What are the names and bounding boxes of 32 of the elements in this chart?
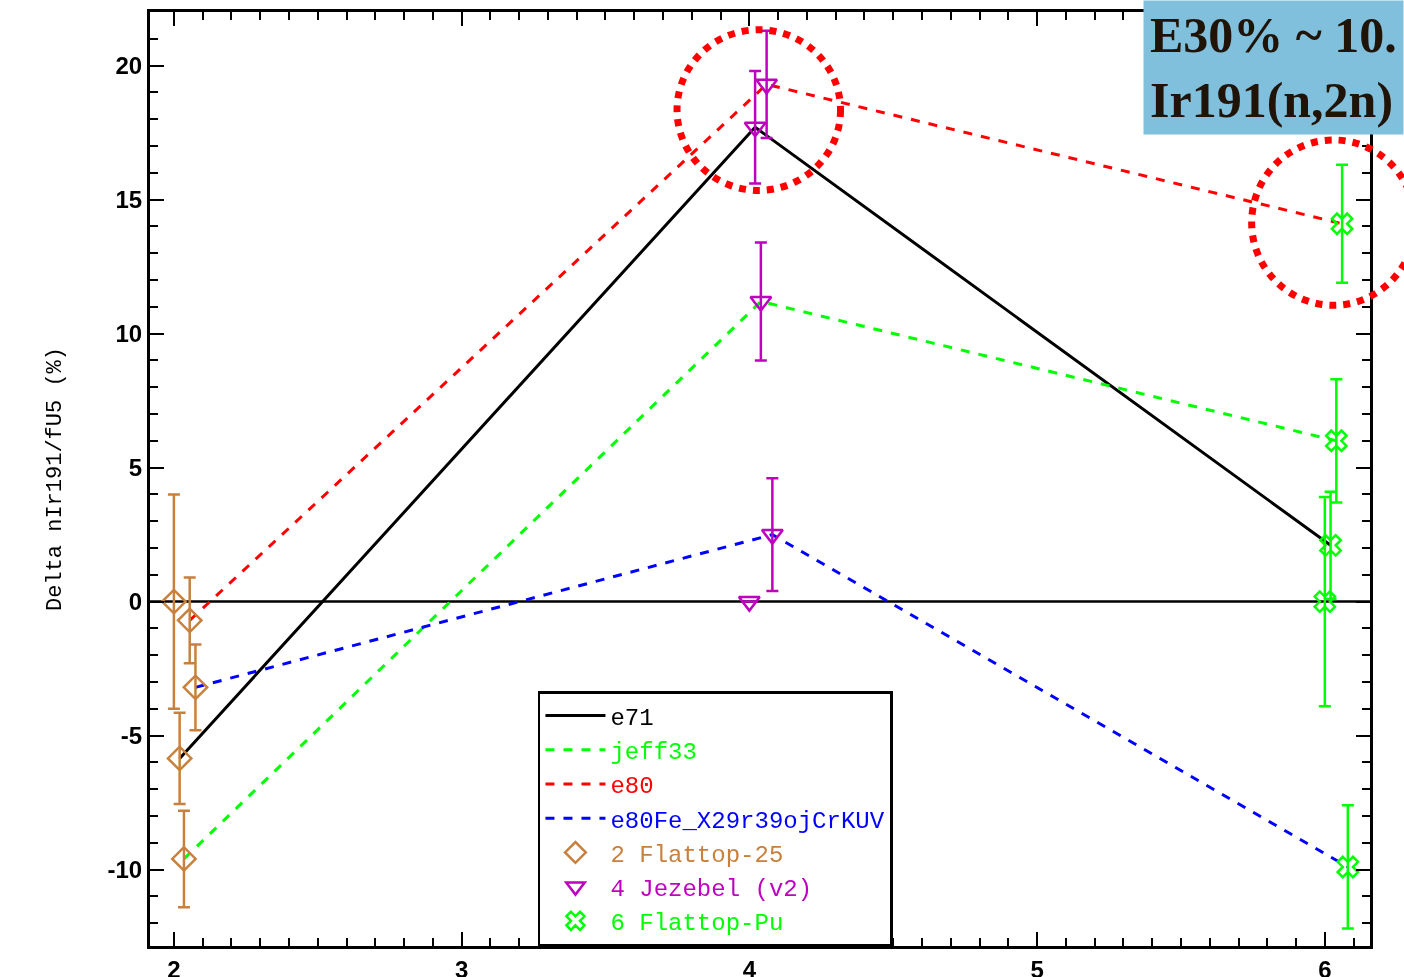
point — [1330, 212, 1354, 236]
legend-label: e80 — [610, 773, 654, 801]
x-tick-label: 4 — [742, 955, 757, 977]
point — [1336, 855, 1360, 879]
point — [160, 588, 187, 615]
y-tick-label: 0 — [128, 588, 143, 616]
y-tick-label: -10 — [107, 856, 143, 884]
legend-label: 4 Jezebel (v2) — [610, 875, 813, 903]
legend-label: 6 Flattop-Pu — [610, 910, 784, 938]
y-tick-label: 10 — [115, 320, 143, 348]
point — [1319, 533, 1343, 557]
y-tick-label: 20 — [115, 52, 143, 79]
annotation: Ir191(n,2n) — [1150, 72, 1394, 128]
y-tick-label: -5 — [120, 722, 143, 750]
point — [182, 674, 209, 701]
legend-label: e71 — [610, 704, 654, 732]
point — [737, 595, 761, 612]
legend-label: e80Fe_X29r39ojCrKUV — [610, 807, 885, 835]
annotation: E30% ~ 10. — [1150, 7, 1397, 63]
x-tick-label: 2 — [167, 955, 181, 977]
point — [166, 745, 193, 772]
point — [176, 607, 203, 634]
point — [743, 121, 767, 138]
point — [749, 295, 773, 312]
y-tick-label: 15 — [115, 186, 143, 213]
y-tick-label: 5 — [128, 454, 143, 482]
legend-label: 2 Flattop-25 — [610, 841, 784, 869]
point — [171, 845, 197, 872]
point — [1324, 429, 1348, 453]
y-axis-title: Delta nIr191/fU5 (%) — [43, 346, 69, 612]
legend-label: jeff33 — [610, 739, 697, 767]
point — [1313, 590, 1337, 614]
